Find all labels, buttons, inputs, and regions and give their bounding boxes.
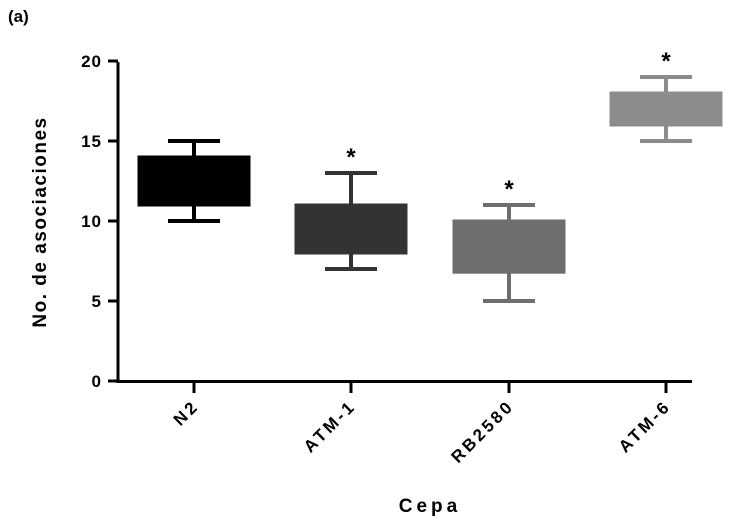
y-axis-ticks: 0 5 10 15 20 [81,52,118,391]
x-tick-label: N2 [170,396,203,429]
iqr-box [294,203,408,255]
x-tick-label: ATM-1 [300,396,360,456]
box-atm-1: * [294,144,408,271]
x-tick-label: RB2580 [448,396,518,466]
iqr-box [452,219,566,274]
significance-asterisk: * [661,48,671,75]
iqr-box [137,155,251,207]
x-axis-ticks: N2 ATM-1 RB2580 ATM-6 [170,381,675,467]
significance-asterisk: * [346,144,356,171]
y-tick-label: 15 [81,132,102,151]
y-tick-label: 5 [92,292,102,311]
y-tick-label: 10 [81,212,102,231]
box-rb2580: * [452,176,566,303]
y-axis-label: No. de asociaciones [30,116,51,327]
boxes: * * * [137,48,723,303]
y-tick-label: 0 [92,372,102,391]
significance-asterisk: * [504,176,514,203]
box-atm-6: * [609,48,723,143]
box-n2 [137,139,251,223]
x-axis-label: Cepa [399,496,461,517]
y-tick-label: 20 [81,52,102,71]
panel-label: (a) [8,7,29,26]
x-tick-label: ATM-6 [615,396,675,456]
